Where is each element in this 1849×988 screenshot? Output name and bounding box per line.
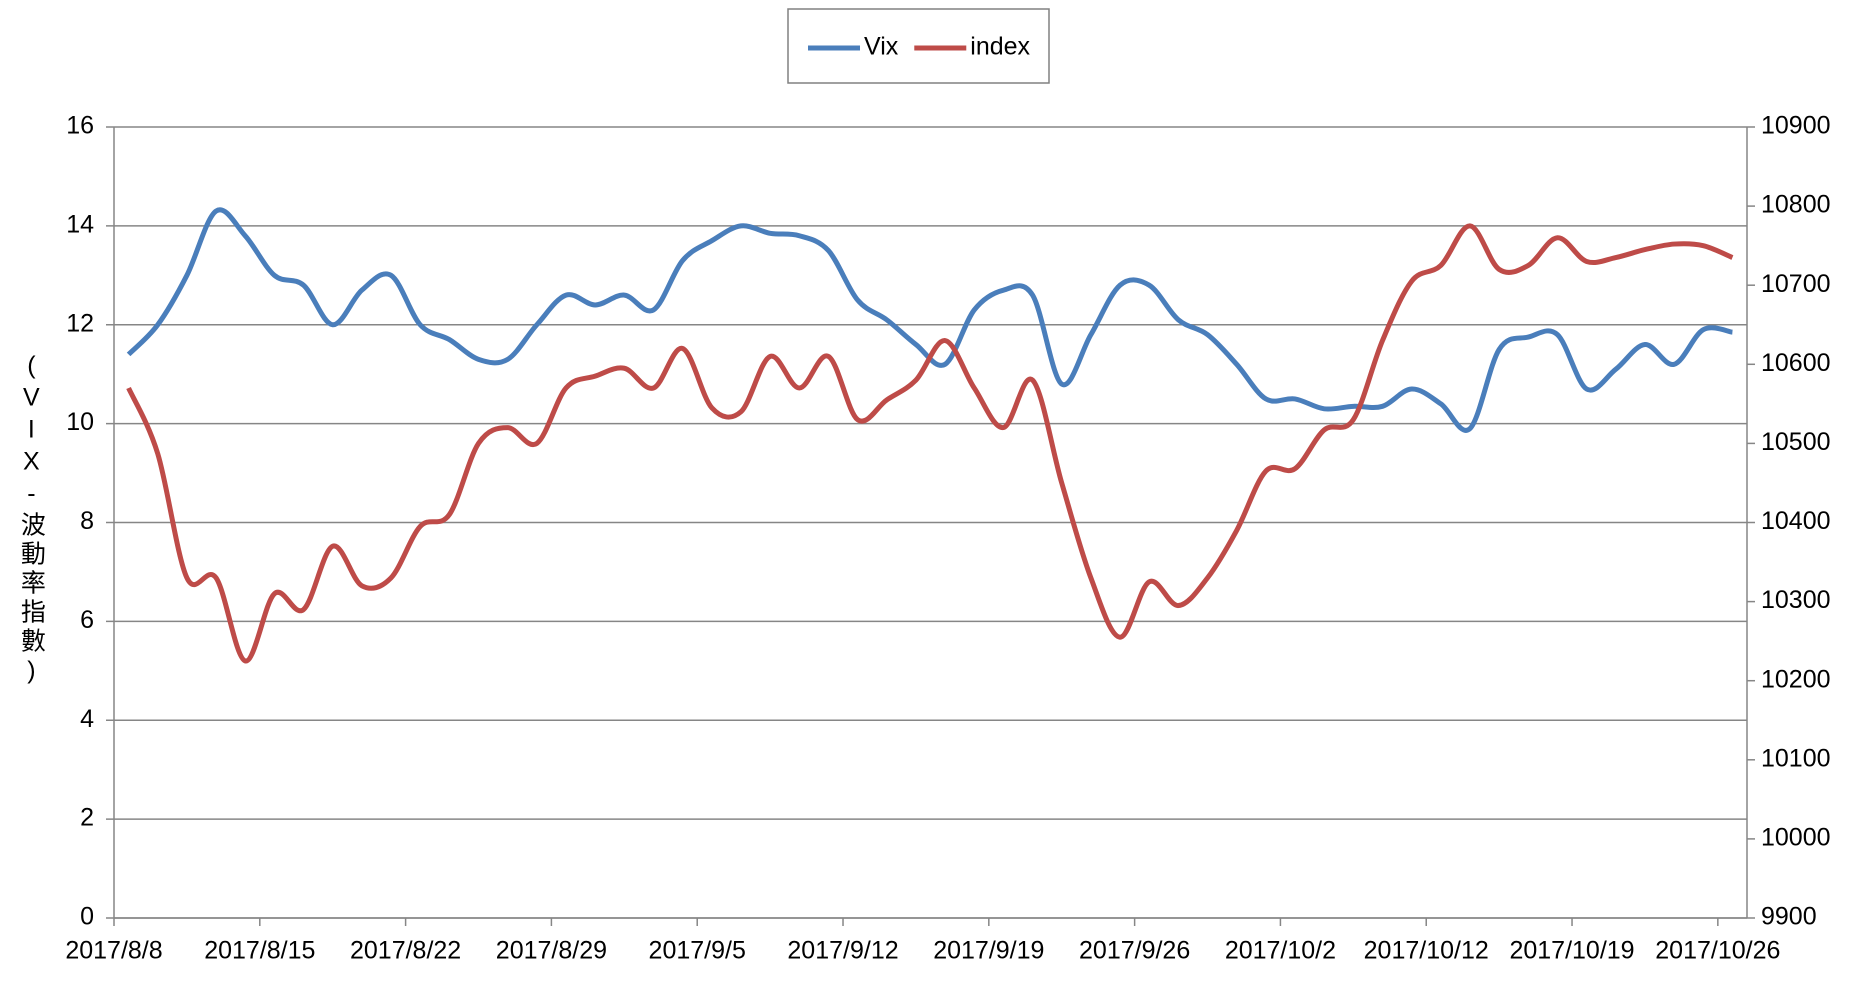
y-tick-label: 4 bbox=[80, 705, 94, 733]
y2-tick-label: 10000 bbox=[1761, 824, 1831, 852]
y-tick-label: 0 bbox=[80, 903, 94, 931]
y2-tick-label: 10900 bbox=[1761, 112, 1831, 140]
x-tick-label: 2017/10/2 bbox=[1225, 937, 1336, 965]
y-tick-label: 16 bbox=[66, 112, 94, 140]
x-tick-label: 2017/9/26 bbox=[1079, 937, 1190, 965]
legend-label: index bbox=[970, 33, 1030, 61]
x-tick-label: 2017/10/26 bbox=[1655, 937, 1780, 965]
y2-tick-label: 10500 bbox=[1761, 428, 1831, 456]
legend-label: Vix bbox=[864, 33, 899, 61]
x-tick-label: 2017/10/19 bbox=[1509, 937, 1634, 965]
y-axis-label: (VIX-波動率指數) bbox=[17, 352, 46, 689]
series-line bbox=[126, 207, 1733, 433]
x-tick-label: 2017/8/8 bbox=[65, 937, 162, 965]
x-tick-label: 2017/9/19 bbox=[933, 937, 1044, 965]
y-tick-label: 2 bbox=[80, 804, 94, 832]
y2-tick-label: 10200 bbox=[1761, 665, 1831, 693]
y-tick-label: 14 bbox=[66, 210, 94, 238]
x-tick-label: 2017/9/12 bbox=[787, 937, 898, 965]
y-tick-label: 8 bbox=[80, 507, 94, 535]
y-tick-label: 6 bbox=[80, 606, 94, 634]
y2-tick-label: 10800 bbox=[1761, 191, 1831, 219]
y2-tick-label: 10600 bbox=[1761, 349, 1831, 377]
x-tick-label: 2017/8/29 bbox=[496, 937, 607, 965]
y-tick-label: 10 bbox=[66, 408, 94, 436]
x-tick-label: 2017/10/12 bbox=[1364, 937, 1489, 965]
y-tick-label: 12 bbox=[66, 309, 94, 337]
x-tick-label: 2017/8/22 bbox=[350, 937, 461, 965]
series-line bbox=[126, 223, 1734, 664]
y2-tick-label: 10100 bbox=[1761, 744, 1831, 772]
y2-tick-label: 10700 bbox=[1761, 270, 1831, 298]
x-tick-label: 2017/8/15 bbox=[204, 937, 315, 965]
y2-tick-label: 9900 bbox=[1761, 903, 1817, 931]
x-tick-label: 2017/9/5 bbox=[649, 937, 746, 965]
y2-tick-label: 10300 bbox=[1761, 586, 1831, 614]
y2-tick-label: 10400 bbox=[1761, 507, 1831, 535]
